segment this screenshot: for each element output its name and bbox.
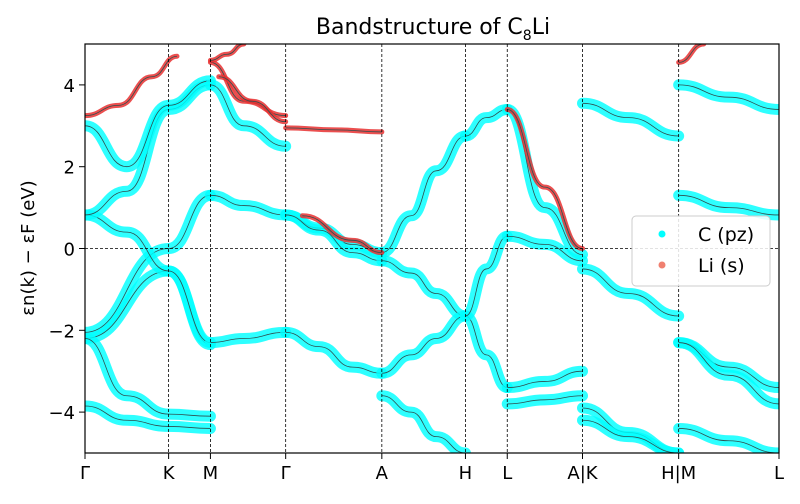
band-line xyxy=(678,428,779,453)
legend: C (pz) Li (s) xyxy=(631,215,771,287)
y-axis-label: εn(k) − εF (eV) xyxy=(18,180,39,315)
band-line xyxy=(381,260,466,317)
x-tick-label: Γ xyxy=(281,463,291,484)
band-line xyxy=(678,342,779,405)
c-pz-projection-band xyxy=(577,97,685,142)
x-tick-label: M xyxy=(203,463,219,484)
x-tick-label: A xyxy=(376,463,389,484)
y-tick-label: 4 xyxy=(64,76,75,97)
y-tick-label: 0 xyxy=(64,240,75,261)
band-line xyxy=(381,395,466,453)
band-line xyxy=(85,80,211,168)
x-tick-label: H xyxy=(459,463,473,484)
band-line xyxy=(582,102,679,137)
band-line xyxy=(465,109,508,137)
band-line xyxy=(381,135,466,253)
band-line xyxy=(381,315,466,374)
band-line xyxy=(85,338,211,417)
x-tick-label: L xyxy=(502,463,512,484)
y-tick-label: 2 xyxy=(64,158,75,179)
band-line xyxy=(285,127,382,133)
c-pz-projection-band xyxy=(280,209,388,267)
legend-box xyxy=(631,215,771,287)
c-pz-projection-band xyxy=(673,189,779,221)
x-tick-label: H|M xyxy=(661,463,696,484)
band-line xyxy=(85,214,211,343)
y-tick-label: −2 xyxy=(48,321,75,342)
x-tick-label: L xyxy=(774,463,784,484)
band-line xyxy=(285,331,382,374)
band-line xyxy=(507,395,583,405)
band-line xyxy=(465,235,508,317)
band-line xyxy=(582,419,679,453)
plot-area: −4 −2 0 2 4 Γ K M Γ A H L A|K H|M L xyxy=(48,43,784,484)
c-pz-projection-band xyxy=(204,189,292,221)
band-line xyxy=(678,194,779,216)
band-line xyxy=(210,331,286,343)
band-line xyxy=(85,194,211,333)
c-pz-projection-band xyxy=(459,103,513,142)
band-line xyxy=(302,215,382,253)
x-tick-label: A|K xyxy=(567,463,598,484)
band-line xyxy=(507,235,583,262)
c-pz-projection-band xyxy=(673,337,779,410)
band-line xyxy=(85,405,211,429)
bands xyxy=(85,44,779,453)
band-line xyxy=(85,55,178,116)
legend-label: Li (s) xyxy=(698,255,745,277)
c-pz-projection-band xyxy=(459,310,513,394)
band-line xyxy=(507,109,583,249)
band-line xyxy=(678,84,779,110)
legend-marker xyxy=(658,230,666,238)
band-line xyxy=(465,315,508,388)
x-tick-label: Γ xyxy=(80,463,90,484)
c-pz-projection-band xyxy=(280,326,388,379)
legend-marker xyxy=(658,261,666,269)
legend-label: C (pz) xyxy=(698,224,754,246)
li-s-projection-band xyxy=(207,44,247,63)
band-line xyxy=(582,268,679,317)
band-line xyxy=(210,194,286,216)
band-line xyxy=(210,84,286,147)
band-line xyxy=(285,214,382,262)
c-pz-projection-band xyxy=(501,365,589,394)
y-tick-label: −4 xyxy=(48,403,75,424)
band-line xyxy=(210,44,244,61)
c-pz-projection-band xyxy=(204,326,292,349)
chart-title: Bandstructure of C8Li xyxy=(316,15,550,44)
band-line xyxy=(218,76,286,123)
band-line xyxy=(507,370,583,388)
x-tick-label: K xyxy=(163,463,176,484)
